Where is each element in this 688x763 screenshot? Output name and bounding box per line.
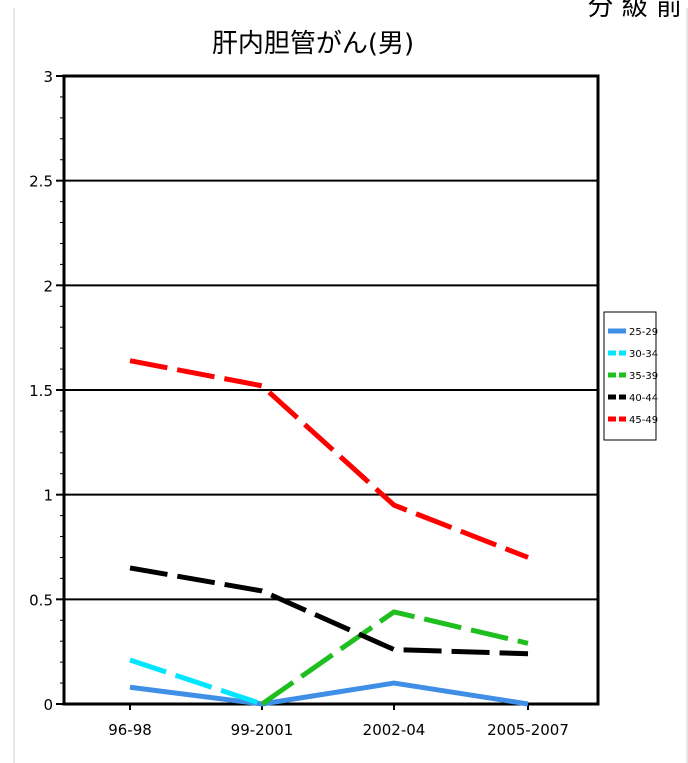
- series-line-30-34: [129, 657, 263, 707]
- y-tick-label: 2: [43, 277, 53, 295]
- legend-label: 25-29: [629, 327, 658, 338]
- legend-label: 30-34: [629, 349, 658, 360]
- y-tick-label: 3: [43, 68, 53, 86]
- y-tick-label: 0.5: [29, 591, 53, 609]
- legend-label: 35-39: [629, 371, 658, 382]
- legend: 25-29 30-34 35-39 40-44 45-49: [608, 327, 658, 426]
- legend-label: 45-49: [629, 415, 658, 426]
- series-line-40-44: [129, 565, 529, 657]
- y-axis-ticks: 0 0.5 1 1.5 2 2.5 3: [29, 68, 64, 714]
- series-line-25-29: [129, 680, 529, 707]
- x-tick-label: 96-98: [108, 721, 152, 739]
- series-line-35-39: [260, 609, 529, 707]
- y-tick-label: 0: [43, 696, 53, 714]
- x-tick-label: 2002-04: [363, 721, 426, 739]
- x-tick-label: 2005-2007: [487, 721, 569, 739]
- y-tick-label: 2.5: [29, 173, 53, 191]
- x-axis-ticks: 96-98 99-2001 2002-04 2005-2007: [108, 704, 569, 739]
- y-tick-label: 1: [43, 487, 53, 505]
- grid-lines: [64, 179, 598, 601]
- series-line-45-49: [129, 358, 529, 560]
- x-tick-label: 99-2001: [231, 721, 294, 739]
- chart-title: 肝内胆管がん(男): [212, 29, 414, 59]
- y-tick-label: 1.5: [29, 382, 53, 400]
- series-lines: [129, 358, 529, 707]
- legend-label: 40-44: [629, 393, 658, 404]
- corner-text: 分 級 前: [587, 0, 682, 22]
